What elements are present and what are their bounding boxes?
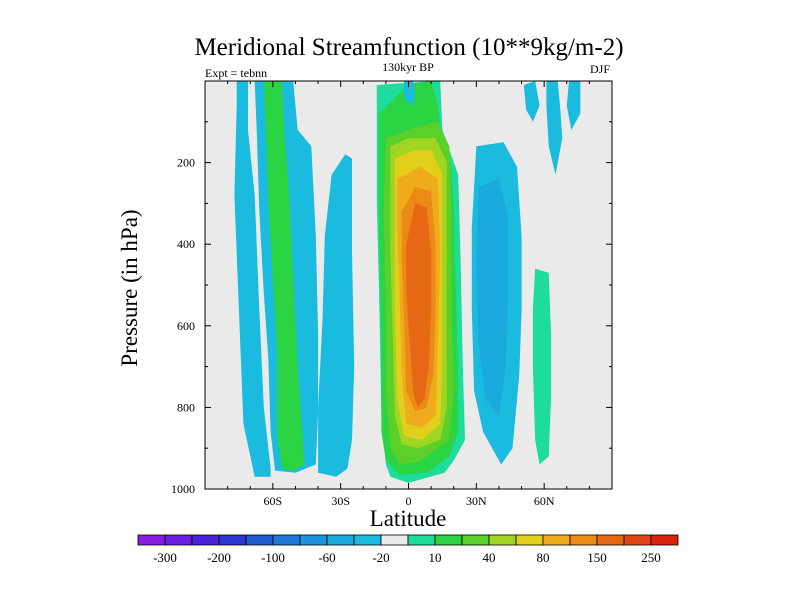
colorbar-label: -200 <box>207 550 231 565</box>
colorbar-bin <box>164 534 193 546</box>
colorbar-bin <box>353 534 382 546</box>
x-tick-label: 60N <box>534 494 555 508</box>
colorbar-bin <box>245 534 274 546</box>
x-tick-label: 0 <box>406 494 412 508</box>
colorbar-bin <box>380 534 409 546</box>
colorbar-bin <box>542 534 571 546</box>
colorbar-bin <box>299 534 328 546</box>
colorbar-label: -100 <box>261 550 285 565</box>
chart-title: Meridional Streamfunction (10**9kg/m-2) <box>194 34 623 61</box>
contour-nh-polar-neg-1 <box>546 81 563 175</box>
colorbar-bin <box>191 534 220 546</box>
colorbar-label: 10 <box>429 550 442 565</box>
colorbar-label: -60 <box>318 550 335 565</box>
contour-sh-ferrel-core <box>263 81 305 471</box>
colorbar-bin <box>434 534 463 546</box>
colorbar-bin <box>461 534 490 546</box>
contour-nh-polar-neg-2 <box>566 81 581 130</box>
y-tick-label: 200 <box>177 156 195 170</box>
colorbar-bin <box>569 534 598 546</box>
colorbar-bin <box>137 534 166 546</box>
colorbar-bin <box>515 534 544 546</box>
y-ticks: 200 400 600 800 1000 <box>171 121 612 496</box>
x-tick-label: 60S <box>263 494 282 508</box>
subtitle-right: DJF <box>590 62 610 76</box>
contour-sh-hadley-neg <box>318 154 355 477</box>
contour-nh-polar-pos <box>532 268 551 465</box>
x-ticks: 60S 30S 0 30N 60N <box>227 81 590 508</box>
y-tick-label: 1000 <box>171 482 195 496</box>
colorbar-label: 250 <box>641 550 661 565</box>
x-axis-label: Latitude <box>370 506 447 531</box>
colorbar-bin <box>650 534 679 546</box>
colorbar-label: -300 <box>153 550 177 565</box>
colorbar-bin <box>272 534 301 546</box>
x-tick-label: 30N <box>466 494 487 508</box>
colorbar: -300 -200 -100 -60 -20 10 40 80 150 250 <box>137 534 679 565</box>
colorbar-bin <box>488 534 517 546</box>
colorbar-label: -20 <box>372 550 389 565</box>
contour-cells <box>234 81 581 483</box>
colorbar-bin <box>407 534 436 546</box>
y-tick-label: 800 <box>177 400 195 414</box>
contour-nh-mid-patch <box>523 81 540 122</box>
x-tick-label: 30S <box>331 494 350 508</box>
y-axis-label: Pressure (in hPa) <box>117 209 142 366</box>
colorbar-bin <box>596 534 625 546</box>
contour-nh-ferrel-inner <box>476 178 508 416</box>
colorbar-label: 80 <box>537 550 550 565</box>
y-tick-label: 600 <box>177 319 195 333</box>
colorbar-bin <box>218 534 247 546</box>
contour-hadley-core <box>406 203 432 408</box>
subtitle-left: Expt = tebnn <box>205 66 267 80</box>
colorbar-label: 40 <box>483 550 496 565</box>
y-tick-label: 400 <box>177 237 195 251</box>
subtitle-center: 130kyr BP <box>382 60 434 74</box>
contour-sh-polar-cell <box>234 81 271 477</box>
contour-tropical-upper-patch <box>404 81 416 106</box>
colorbar-bin <box>326 534 355 546</box>
colorbar-bin <box>623 534 652 546</box>
colorbar-label: 150 <box>587 550 607 565</box>
